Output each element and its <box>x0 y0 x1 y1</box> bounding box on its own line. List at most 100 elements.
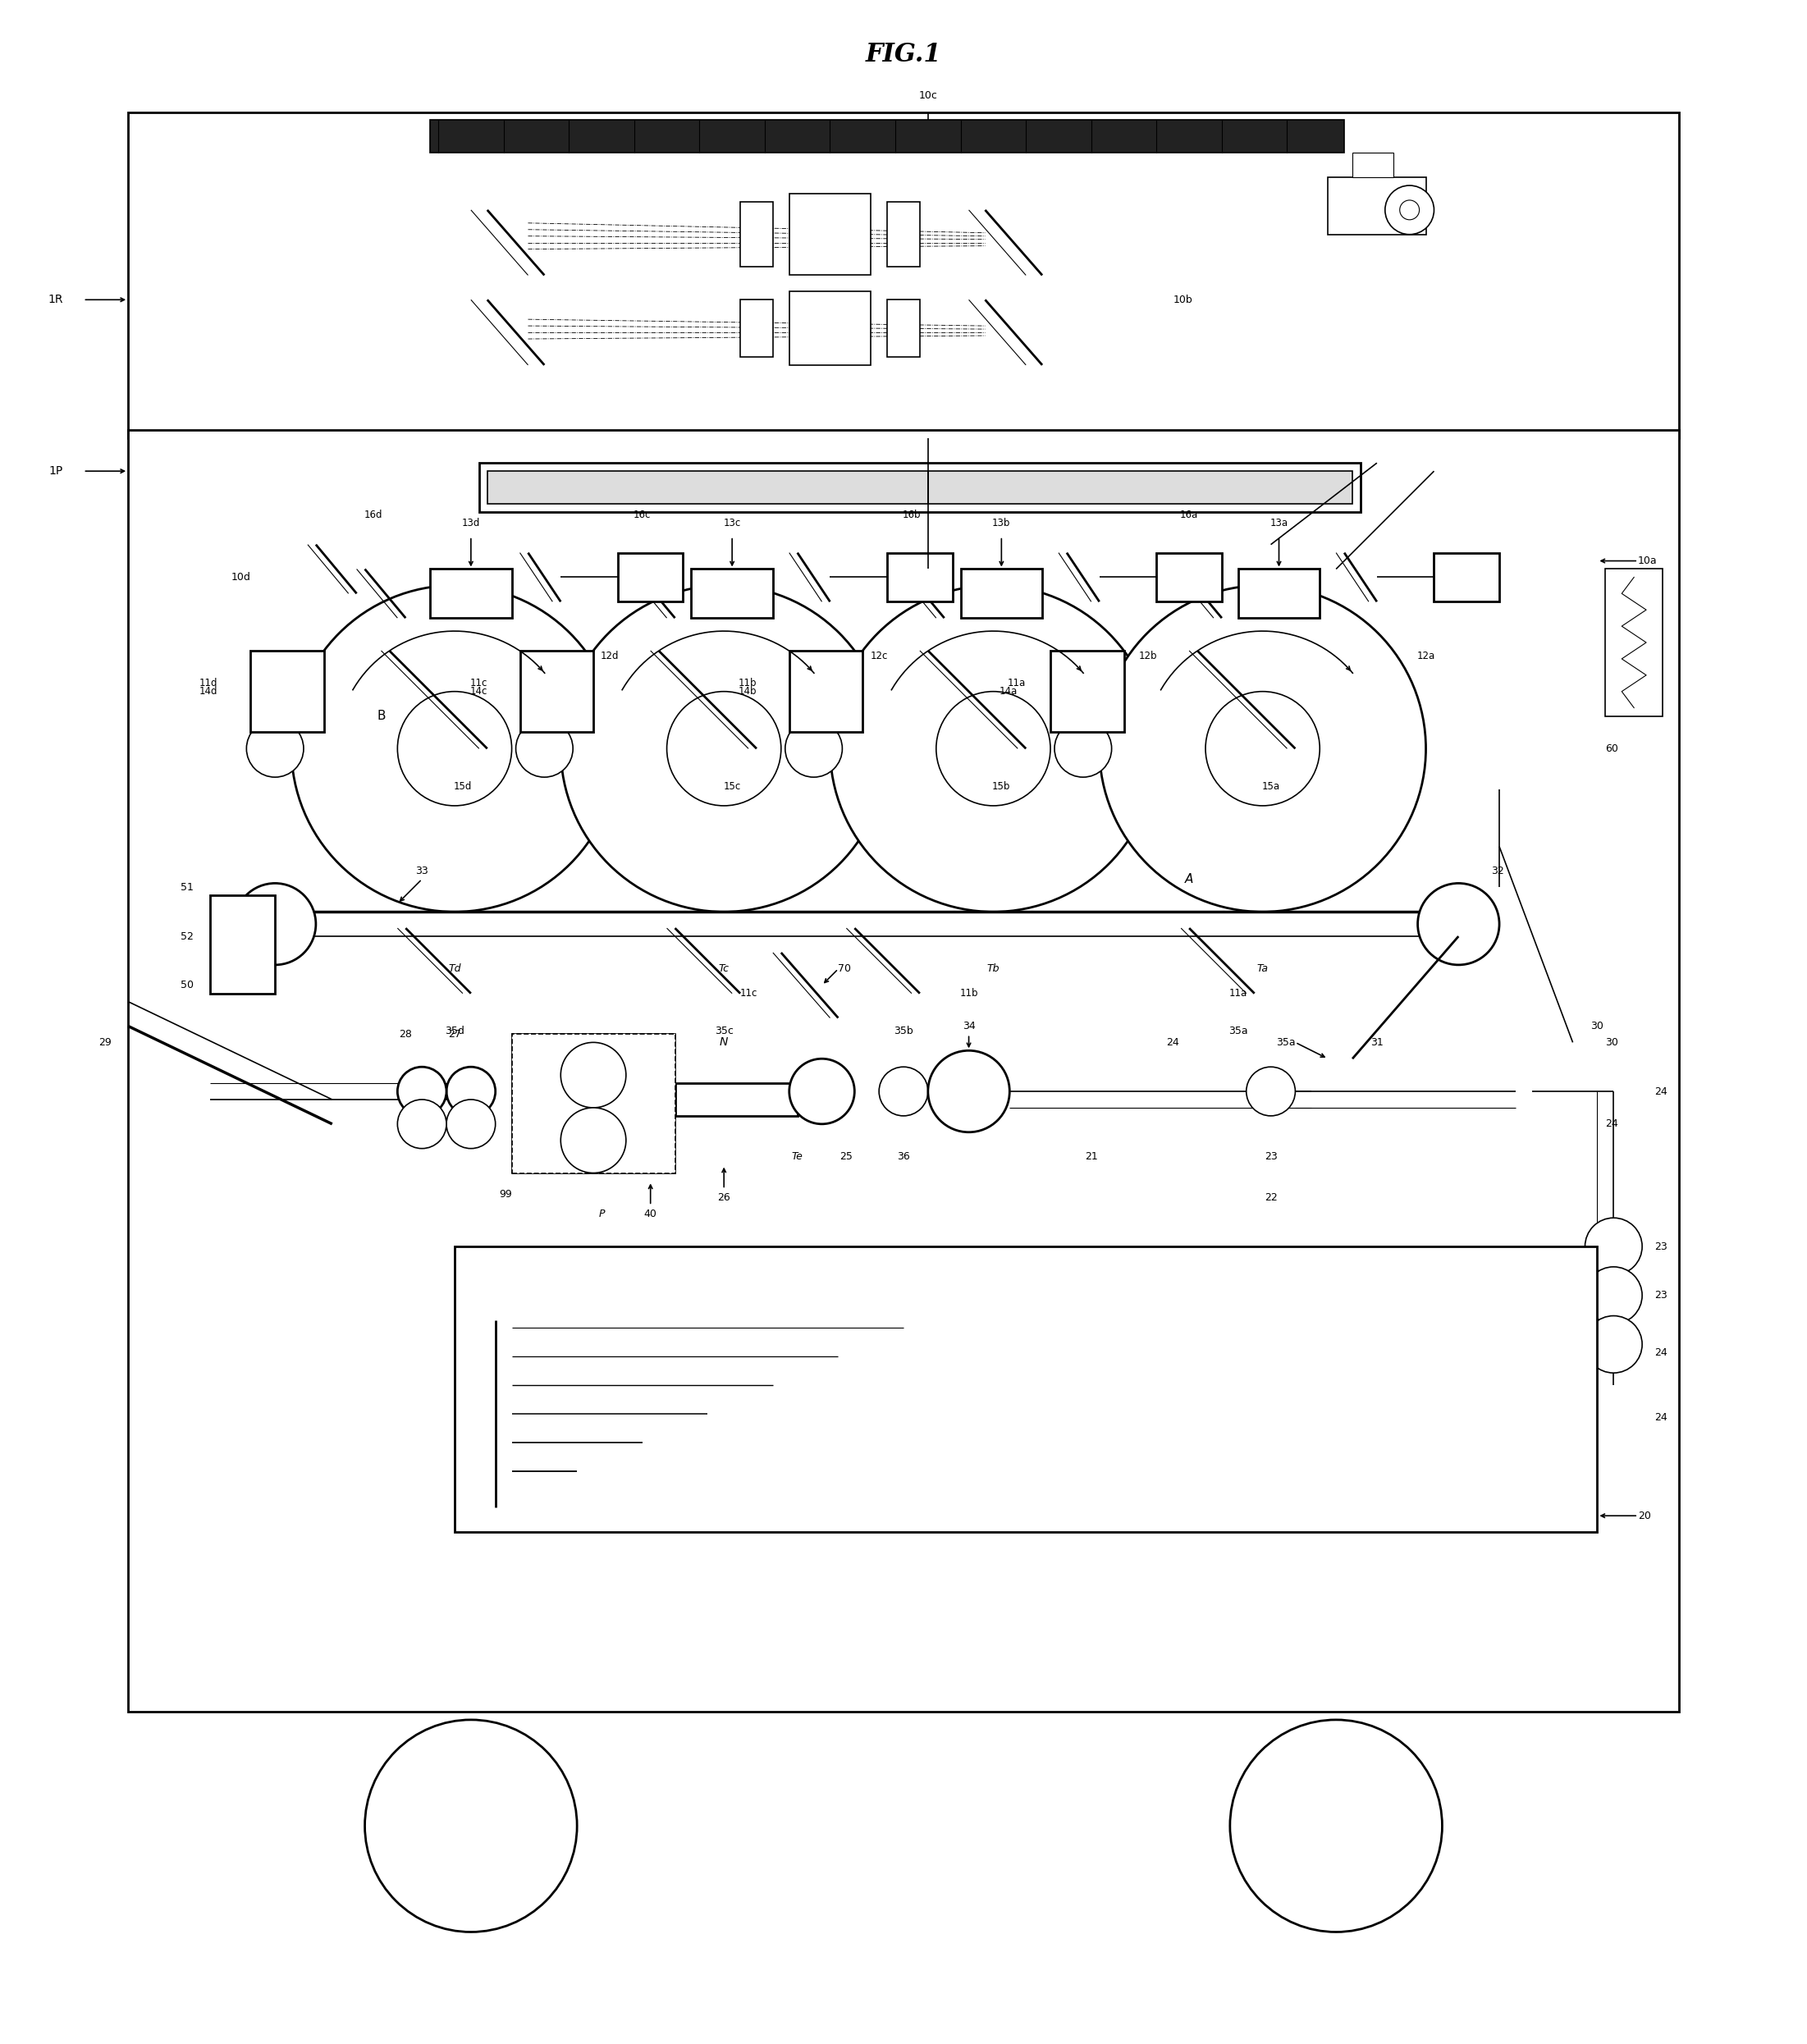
Circle shape <box>1585 1316 1643 1374</box>
Text: 11c: 11c <box>470 679 488 689</box>
Text: 11c: 11c <box>739 987 757 1000</box>
Text: 12a: 12a <box>1417 650 1435 662</box>
Circle shape <box>1585 1267 1643 1325</box>
Text: Td: Td <box>448 963 461 975</box>
Circle shape <box>1585 1218 1643 1275</box>
Circle shape <box>446 1067 495 1116</box>
Circle shape <box>1418 883 1500 965</box>
Circle shape <box>1247 1067 1296 1116</box>
Text: B: B <box>378 709 385 722</box>
Text: 13d: 13d <box>463 517 481 527</box>
Bar <box>1435 552 1500 601</box>
Text: 24: 24 <box>1166 1036 1180 1049</box>
Text: 51: 51 <box>181 883 193 893</box>
Circle shape <box>365 1719 576 1932</box>
Circle shape <box>667 691 781 805</box>
Text: A: A <box>1185 873 1193 885</box>
Bar <box>887 300 920 358</box>
Text: 23: 23 <box>1655 1241 1668 1251</box>
Text: 32: 32 <box>1491 867 1503 877</box>
Bar <box>618 552 683 601</box>
Text: 20: 20 <box>1639 1511 1652 1521</box>
Text: 12d: 12d <box>600 650 620 662</box>
Text: N: N <box>719 1036 728 1049</box>
Circle shape <box>929 1051 1010 1132</box>
Text: 29: 29 <box>99 1036 112 1049</box>
Circle shape <box>446 1100 495 1149</box>
Text: 23: 23 <box>1655 1290 1668 1300</box>
Bar <box>1328 178 1426 235</box>
Circle shape <box>1055 719 1111 777</box>
Text: 14d: 14d <box>199 687 219 697</box>
Text: 34: 34 <box>963 1020 976 1032</box>
Bar <box>692 568 773 617</box>
Text: P: P <box>598 1208 605 1218</box>
Text: 16d: 16d <box>363 509 383 519</box>
Circle shape <box>936 691 1050 805</box>
Bar <box>1238 568 1319 617</box>
Text: FIG.1: FIG.1 <box>866 43 941 67</box>
Text: 25: 25 <box>840 1151 853 1161</box>
Text: 11a: 11a <box>1229 987 1247 1000</box>
Bar <box>455 1247 1597 1533</box>
Text: 36: 36 <box>896 1151 911 1161</box>
Bar <box>479 462 1361 511</box>
Text: 15c: 15c <box>723 781 741 791</box>
Text: 35a: 35a <box>1276 1036 1296 1049</box>
Text: 30: 30 <box>1590 1020 1605 1032</box>
Circle shape <box>235 883 316 965</box>
Text: 35a: 35a <box>1229 1026 1249 1036</box>
Text: 14b: 14b <box>737 687 757 697</box>
Bar <box>1050 650 1124 732</box>
Bar <box>1352 153 1393 178</box>
Bar <box>128 431 1679 1711</box>
Text: 21: 21 <box>1084 1151 1097 1161</box>
Text: 30: 30 <box>1605 1036 1619 1049</box>
Text: 24: 24 <box>1655 1412 1668 1423</box>
Circle shape <box>398 691 511 805</box>
Circle shape <box>829 585 1156 912</box>
Bar <box>887 202 920 268</box>
Bar <box>887 552 952 601</box>
Bar <box>210 895 275 993</box>
Bar <box>251 650 323 732</box>
Text: 27: 27 <box>448 1028 461 1040</box>
Text: 35c: 35c <box>714 1026 734 1036</box>
Bar <box>676 1083 797 1116</box>
Circle shape <box>1400 200 1418 221</box>
Bar <box>790 292 871 366</box>
Circle shape <box>560 1108 625 1173</box>
Text: 13a: 13a <box>1270 517 1288 527</box>
Bar <box>430 121 1344 153</box>
Bar <box>511 1034 676 1173</box>
Text: 10c: 10c <box>918 90 938 100</box>
Circle shape <box>878 1067 929 1116</box>
Bar <box>511 1034 676 1173</box>
Text: 24: 24 <box>1655 1347 1668 1357</box>
Text: 16c: 16c <box>634 509 651 519</box>
Text: 40: 40 <box>643 1208 658 1218</box>
Text: 33: 33 <box>416 867 428 877</box>
Bar <box>741 300 773 358</box>
Text: 26: 26 <box>717 1192 730 1202</box>
Bar <box>128 112 1679 439</box>
Text: 28: 28 <box>399 1028 412 1040</box>
Circle shape <box>786 719 842 777</box>
Text: Te: Te <box>791 1151 802 1161</box>
Circle shape <box>560 1042 625 1108</box>
Circle shape <box>398 1100 446 1149</box>
Text: 15a: 15a <box>1261 781 1279 791</box>
Text: 11d: 11d <box>199 679 219 689</box>
Text: 22: 22 <box>1265 1192 1278 1202</box>
Text: 15d: 15d <box>454 781 472 791</box>
Circle shape <box>1384 186 1435 235</box>
Bar <box>1605 568 1662 715</box>
Text: Tc: Tc <box>719 963 730 975</box>
Text: 10b: 10b <box>1173 294 1193 305</box>
Text: 50: 50 <box>181 979 193 991</box>
Text: 13b: 13b <box>992 517 1010 527</box>
Bar <box>961 568 1043 617</box>
Bar <box>488 470 1352 503</box>
Text: 24: 24 <box>1655 1085 1668 1098</box>
Text: 1R: 1R <box>47 294 63 305</box>
